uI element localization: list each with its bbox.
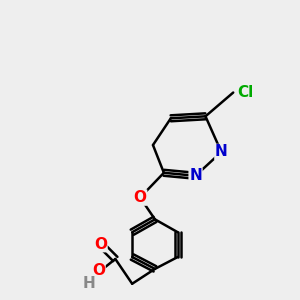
- Text: N: N: [215, 145, 228, 160]
- Text: O: O: [94, 237, 107, 252]
- Text: Cl: Cl: [237, 85, 254, 100]
- Text: O: O: [134, 190, 147, 205]
- Text: N: N: [189, 168, 202, 183]
- Text: H: H: [82, 276, 95, 291]
- Text: O: O: [92, 263, 105, 278]
